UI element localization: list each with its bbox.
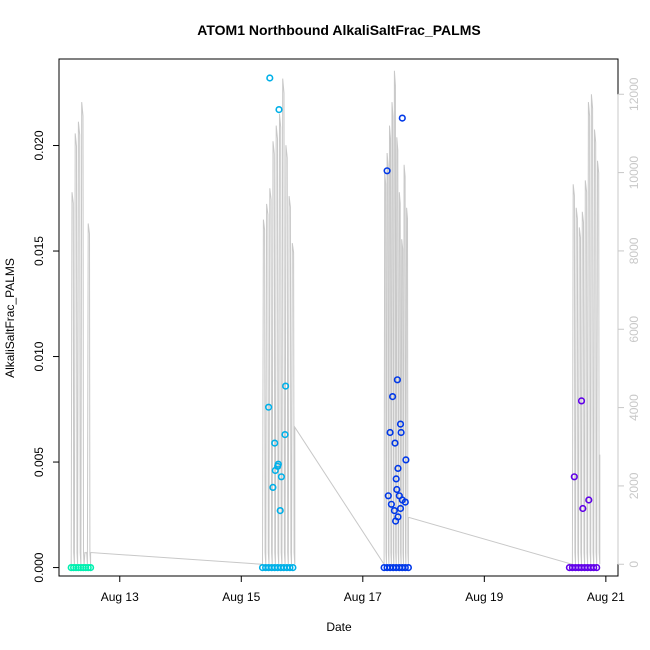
data-point <box>276 507 284 515</box>
right-y-tick-label: 0 <box>627 561 641 568</box>
data-point <box>271 439 279 447</box>
y-tick-label: 0.005 <box>32 447 46 477</box>
data-point <box>570 473 578 481</box>
y-tick-label: 0.000 <box>32 552 46 582</box>
data-point <box>274 460 282 468</box>
data-point <box>397 428 405 437</box>
data-point <box>577 397 586 405</box>
data-point <box>401 498 409 506</box>
y-axis-label: AlkaliSaltFrac_PALMS <box>3 258 17 378</box>
x-tick-label: Aug 15 <box>222 590 260 604</box>
data-point <box>265 403 273 411</box>
data-point <box>266 74 274 82</box>
data-point <box>275 105 283 114</box>
data-point <box>271 466 279 475</box>
data-point <box>84 563 92 572</box>
altitude-trace <box>70 70 601 566</box>
data-point <box>590 563 598 572</box>
data-point <box>585 496 593 504</box>
data-point <box>282 382 290 390</box>
right-y-tick-label: 12000 <box>627 77 641 111</box>
data-point <box>392 517 400 525</box>
y-tick-label: 0.010 <box>32 341 46 371</box>
altitude-line-layer <box>70 70 601 566</box>
y-tick-label: 0.015 <box>32 236 46 266</box>
data-point <box>386 428 394 437</box>
y-axis: 0.000 0.005 0.010 0.015 0.020 <box>32 130 60 583</box>
x-tick-label: Aug 21 <box>587 590 625 604</box>
data-point <box>286 563 294 572</box>
data-point <box>401 563 409 572</box>
data-point <box>390 507 399 515</box>
right-y-tick-label: 2000 <box>627 472 641 499</box>
data-point <box>393 485 401 494</box>
data-point <box>404 563 413 572</box>
data-point <box>281 431 289 439</box>
x-axis: Aug 13 Aug 15 Aug 17 Aug 19 Aug 21 <box>101 575 625 604</box>
data-point <box>402 456 410 464</box>
x-axis-label: Date <box>326 620 352 634</box>
x-tick-label: Aug 19 <box>465 590 503 604</box>
data-point <box>387 500 396 508</box>
data-point-layer <box>67 74 601 572</box>
data-point <box>398 114 406 122</box>
data-point <box>391 439 399 447</box>
data-point <box>289 563 297 572</box>
data-point <box>396 420 405 428</box>
data-point <box>384 492 392 500</box>
x-tick-label: Aug 17 <box>344 590 382 604</box>
data-point <box>383 167 391 175</box>
data-point <box>593 563 601 572</box>
right-y-tick-label: 8000 <box>627 237 641 264</box>
data-point <box>394 464 402 473</box>
data-point <box>392 475 400 483</box>
data-point <box>393 376 402 384</box>
right-y-tick-label: 10000 <box>627 156 641 190</box>
data-point <box>396 504 405 513</box>
chart-title: ATOM1 Northbound AlkaliSaltFrac_PALMS <box>197 22 480 38</box>
right-y-tick-label: 4000 <box>627 394 641 421</box>
right-y-axis: 0 2000 4000 6000 8000 10000 12000 <box>617 77 641 568</box>
data-point <box>389 393 397 401</box>
y-tick-label: 0.020 <box>32 130 46 160</box>
data-point <box>277 473 286 481</box>
data-point <box>86 563 95 572</box>
x-tick-label: Aug 13 <box>101 590 139 604</box>
data-point <box>579 504 587 513</box>
right-y-tick-label: 6000 <box>627 316 641 343</box>
data-point <box>269 483 277 492</box>
